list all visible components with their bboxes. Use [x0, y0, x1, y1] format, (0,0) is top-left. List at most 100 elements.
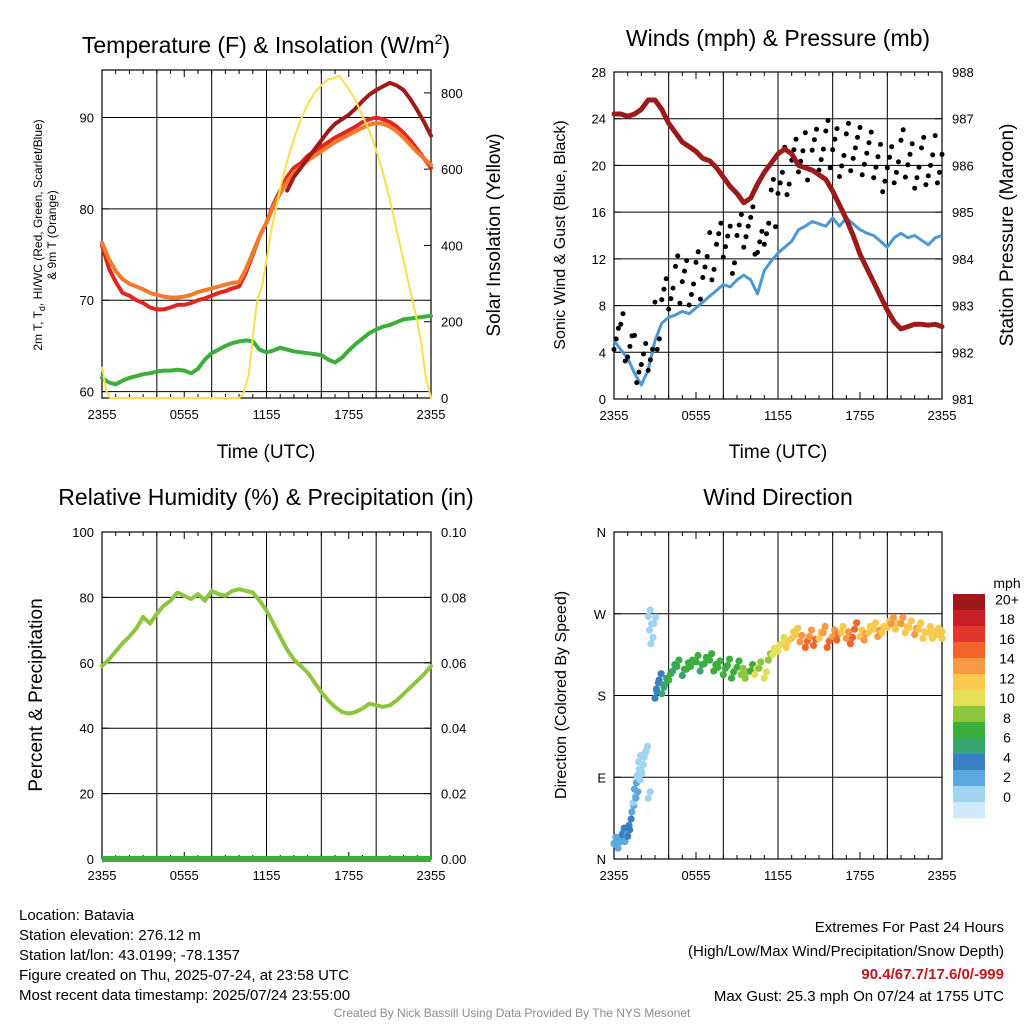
gust-point [841, 153, 847, 158]
gust-point [802, 130, 808, 136]
direction-point [844, 628, 853, 636]
y-tick-label: 20 [80, 787, 94, 802]
gust-point [884, 165, 890, 171]
direction-point [686, 662, 695, 671]
direction-point [823, 643, 831, 652]
gust-point [930, 152, 936, 158]
colorbar-label: mph [993, 575, 1020, 591]
x-tick-label: 0555 [170, 868, 199, 883]
direction-point [657, 670, 665, 678]
y-axis-label: Direction (Colored By Speed) [553, 591, 570, 799]
direction-point [919, 634, 927, 642]
gust-point [645, 367, 651, 373]
gust-point [889, 144, 895, 150]
colorbar-swatch [953, 754, 985, 771]
direction-point [714, 663, 722, 671]
gust-point [907, 151, 913, 157]
gust-point [827, 165, 833, 171]
series-t9m [100, 121, 433, 300]
colorbar-swatch [953, 690, 985, 707]
direction-point [798, 631, 806, 640]
y-axis-label-line2: & 9m T (Orange) [45, 190, 59, 280]
gust-point [673, 263, 678, 269]
gust-point [777, 180, 783, 186]
gust-point [796, 169, 801, 175]
direction-point [673, 662, 681, 671]
gust-point [709, 277, 715, 283]
colorbar-swatch [953, 770, 985, 787]
chart-title: Winds (mph) & Pressure (mb) [626, 25, 930, 51]
direction-point [760, 674, 768, 682]
gust-point [791, 147, 797, 153]
x-tick-label: 2355 [928, 408, 957, 423]
gust-point [857, 125, 863, 130]
colorbar-tick-label: 16 [999, 631, 1015, 647]
chart-title: Relative Humidity (%) & Precipitation (i… [58, 484, 473, 510]
gust-point [759, 228, 765, 234]
gust-point [618, 321, 624, 327]
y-axis-label-right: Station Pressure (Maroon) [997, 124, 1018, 347]
direction-point [639, 760, 648, 769]
y-axis-label: 2m T, Td, HI/WC (Red, Green, Scarlet/Blu… [31, 119, 47, 350]
series-td [100, 313, 433, 387]
direction-point [669, 667, 677, 675]
colorbar-swatch [953, 658, 985, 675]
gust-point [734, 233, 740, 238]
gust-point [864, 150, 870, 156]
gust-point [825, 118, 831, 123]
gust-point [615, 325, 621, 331]
gust-point [898, 137, 904, 143]
gust-point [837, 174, 842, 179]
gust-point [779, 169, 785, 175]
y-tick-label-right: 0.10 [441, 525, 466, 540]
extremes-values: 90.4/67.7/17.6/0/-999 [861, 966, 1004, 983]
gust-point [736, 222, 742, 228]
x-tick-label: 0555 [682, 408, 711, 423]
direction-point [627, 815, 635, 823]
extremes-title: Extremes For Past 24 Hours [814, 919, 1004, 936]
colorbar-tick-label: 8 [1003, 710, 1011, 726]
x-tick-label: 1755 [334, 868, 363, 883]
direction-point [850, 625, 859, 633]
colorbar-tick-label: 6 [1003, 730, 1011, 746]
direction-point [708, 650, 716, 658]
direction-point [628, 808, 636, 816]
y-tick-label: 90 [80, 111, 94, 126]
colorbar-tick-label: 18 [999, 611, 1015, 627]
direction-point [837, 629, 845, 637]
direction-point [625, 821, 633, 830]
gust-point [761, 241, 767, 247]
direction-point [911, 631, 919, 639]
x-axis-label: Time (UTC) [729, 442, 828, 463]
gust-point [916, 164, 922, 170]
gust-point [727, 223, 733, 229]
y-tick-label-right: 800 [441, 86, 463, 101]
gust-point [786, 181, 792, 187]
direction-point [646, 606, 654, 614]
direction-point [645, 626, 654, 634]
gust-point [932, 133, 938, 139]
direction-point [796, 638, 804, 646]
direction-point [733, 663, 741, 671]
direction-point [723, 661, 732, 670]
gust-point [634, 380, 640, 386]
gust-point [716, 231, 722, 237]
direction-point [807, 626, 816, 634]
gust-point [748, 214, 754, 220]
direction-point [762, 668, 771, 676]
gust-point [850, 155, 856, 161]
y-tick-label-right: 0.08 [441, 590, 466, 605]
chart-title: Temperature (F) & Insolation (W/m2) [82, 31, 450, 58]
direction-point [700, 660, 708, 668]
direction-point [926, 622, 935, 631]
y-tick-label: E [597, 770, 606, 785]
direction-point [650, 620, 658, 628]
gust-point [773, 224, 778, 230]
y-tick-label: 60 [80, 385, 94, 400]
direction-point [651, 694, 659, 702]
colorbar-swatch [953, 610, 985, 627]
direction-point [938, 634, 946, 642]
y-tick-label: 80 [80, 590, 94, 605]
gust-point [848, 168, 854, 174]
gust-point [820, 146, 826, 152]
